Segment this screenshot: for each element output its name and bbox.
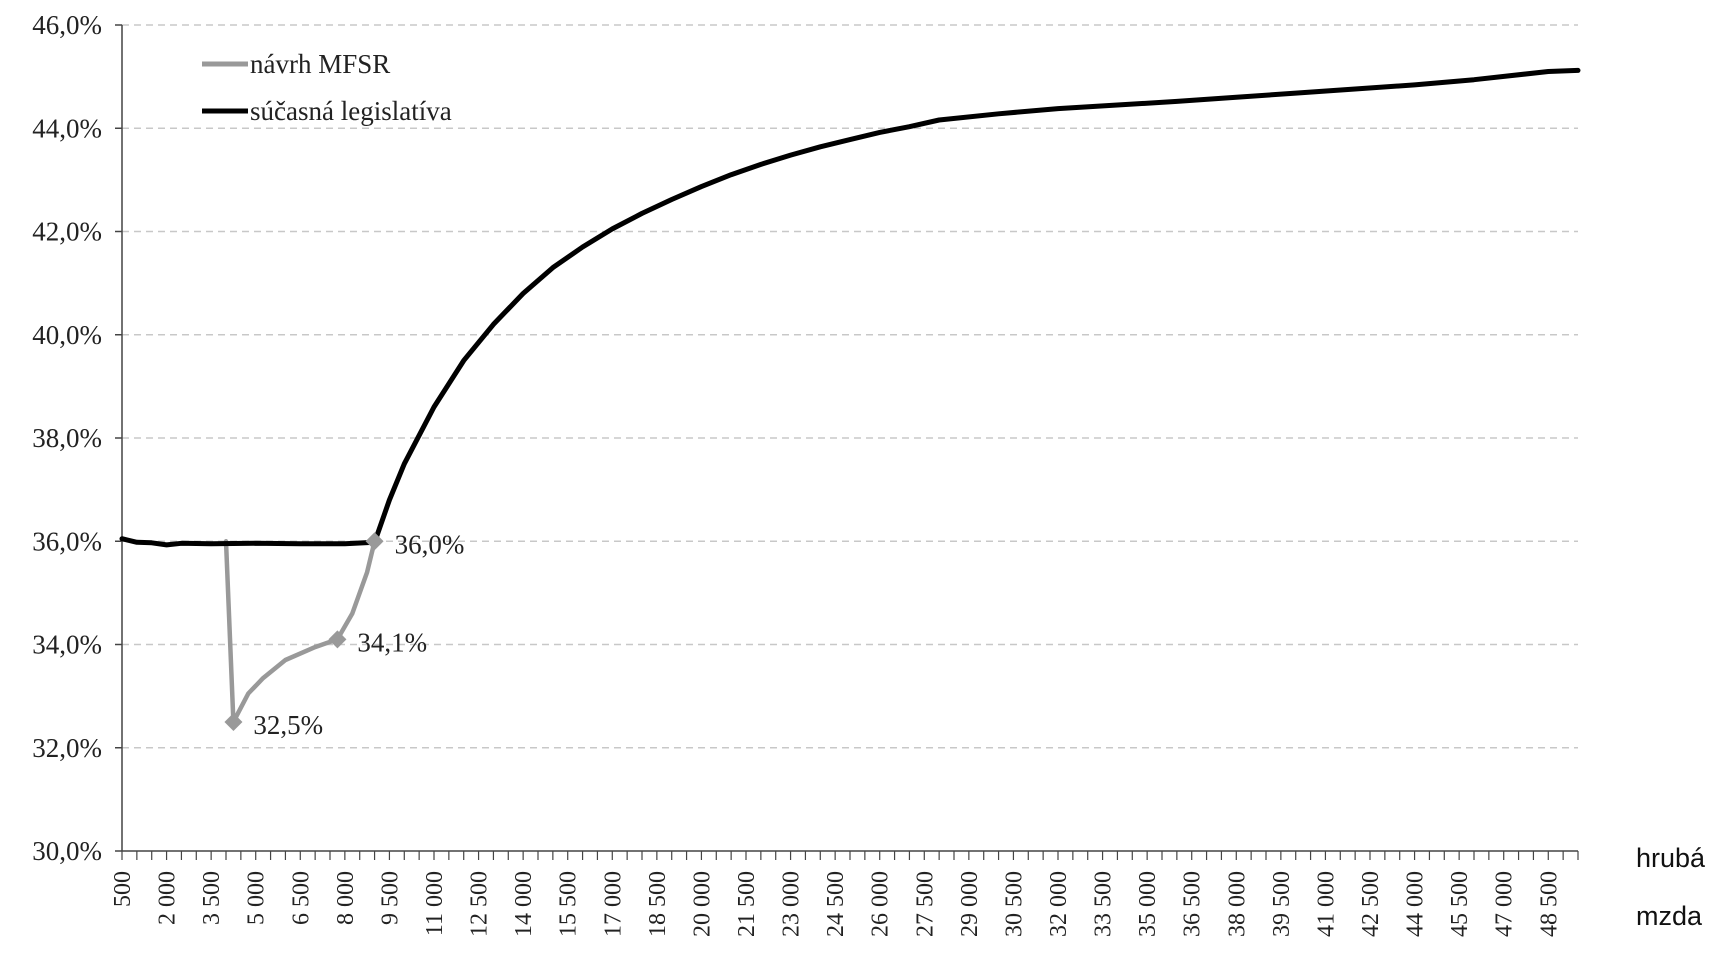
y-axis-ticks: 30,0% 32,0% 34,0% 36,0% 38,0% 40,0% 42,0% 44,0%… <box>32 10 122 866</box>
series-line-sucasna-legislativa <box>119 67 1581 548</box>
x-tick-label: 29 000 <box>957 871 983 937</box>
y-tick-label: 34,0% <box>32 630 102 660</box>
y-tick-label: 36,0% <box>32 526 102 556</box>
x-tick-label: 21 500 <box>734 871 760 937</box>
y-tick-label: 32,0% <box>32 733 102 763</box>
x-tick-label: 42 500 <box>1358 871 1384 937</box>
x-tick-label: 45 500 <box>1447 871 1473 937</box>
x-tick-label: 35 000 <box>1135 871 1161 937</box>
data-marker <box>328 630 347 649</box>
data-label: 36,0% <box>395 529 465 559</box>
gridlines <box>122 24 1578 749</box>
y-tick-label: 30,0% <box>32 836 102 866</box>
x-tick-label: 24 500 <box>823 871 849 937</box>
data-label: 34,1% <box>357 627 427 657</box>
y-tick-label: 38,0% <box>32 423 102 453</box>
x-tick-label: 39 500 <box>1269 871 1295 937</box>
x-axis-title-line-1: hrubá <box>1636 843 1706 873</box>
series-line-navrh-mfsr <box>223 539 377 725</box>
y-tick-label: 46,0% <box>32 10 102 40</box>
legend-label-sucasna-legislativa: súčasná legislatíva <box>250 96 452 126</box>
x-tick-label: 27 500 <box>912 871 938 937</box>
legend: návrh MFSR súčasná legislatíva <box>202 49 452 126</box>
x-tick-label: 14 000 <box>511 871 537 937</box>
x-axis-title: hrubá mzda <box>1636 843 1706 931</box>
series-lines <box>119 67 1581 725</box>
x-tick-label: 5 000 <box>244 871 270 925</box>
x-tick-label: 18 500 <box>645 871 671 937</box>
x-axis-title-line-2: mzda <box>1636 901 1703 931</box>
y-tick-label: 40,0% <box>32 320 102 350</box>
legend-label-navrh-mfsr: návrh MFSR <box>250 49 390 79</box>
x-tick-label: 23 000 <box>779 871 805 937</box>
x-tick-label: 30 500 <box>1001 871 1027 937</box>
x-tick-label: 11 000 <box>422 871 448 936</box>
x-tick-label: 44 000 <box>1403 871 1429 937</box>
x-tick-label: 33 500 <box>1091 871 1117 937</box>
data-labels: 32,5% 34,1% 36,0% <box>253 529 464 740</box>
y-tick-label: 42,0% <box>32 217 102 247</box>
x-tick-label: 47 000 <box>1492 871 1518 937</box>
x-tick-label: 3 500 <box>199 871 225 925</box>
x-tick-label: 36 500 <box>1180 871 1206 937</box>
x-tick-label: 38 000 <box>1224 871 1250 937</box>
x-tick-label: 17 000 <box>600 871 626 937</box>
x-tick-label: 6 500 <box>288 871 314 925</box>
data-marker <box>224 712 243 731</box>
x-tick-label: 8 000 <box>333 871 359 925</box>
data-markers <box>224 532 384 731</box>
data-label: 32,5% <box>253 710 323 740</box>
x-tick-label: 500 <box>110 871 136 907</box>
x-tick-label: 48 500 <box>1536 871 1562 937</box>
y-tick-label: 44,0% <box>32 113 102 143</box>
x-tick-label: 9 500 <box>377 871 403 925</box>
x-tick-label: 26 000 <box>868 871 894 937</box>
x-tick-label: 20 000 <box>689 871 715 937</box>
data-marker <box>365 532 384 551</box>
x-tick-label: 32 000 <box>1046 871 1072 937</box>
x-tick-label: 15 500 <box>556 871 582 937</box>
x-tick-label: 41 000 <box>1313 871 1339 937</box>
x-tick-label: 2 000 <box>155 871 181 925</box>
x-tick-label: 12 500 <box>467 871 493 937</box>
x-axis-ticks: 500 2 000 3 500 5 000 6 500 8 000 9 500 11 000 1… <box>110 851 1579 937</box>
